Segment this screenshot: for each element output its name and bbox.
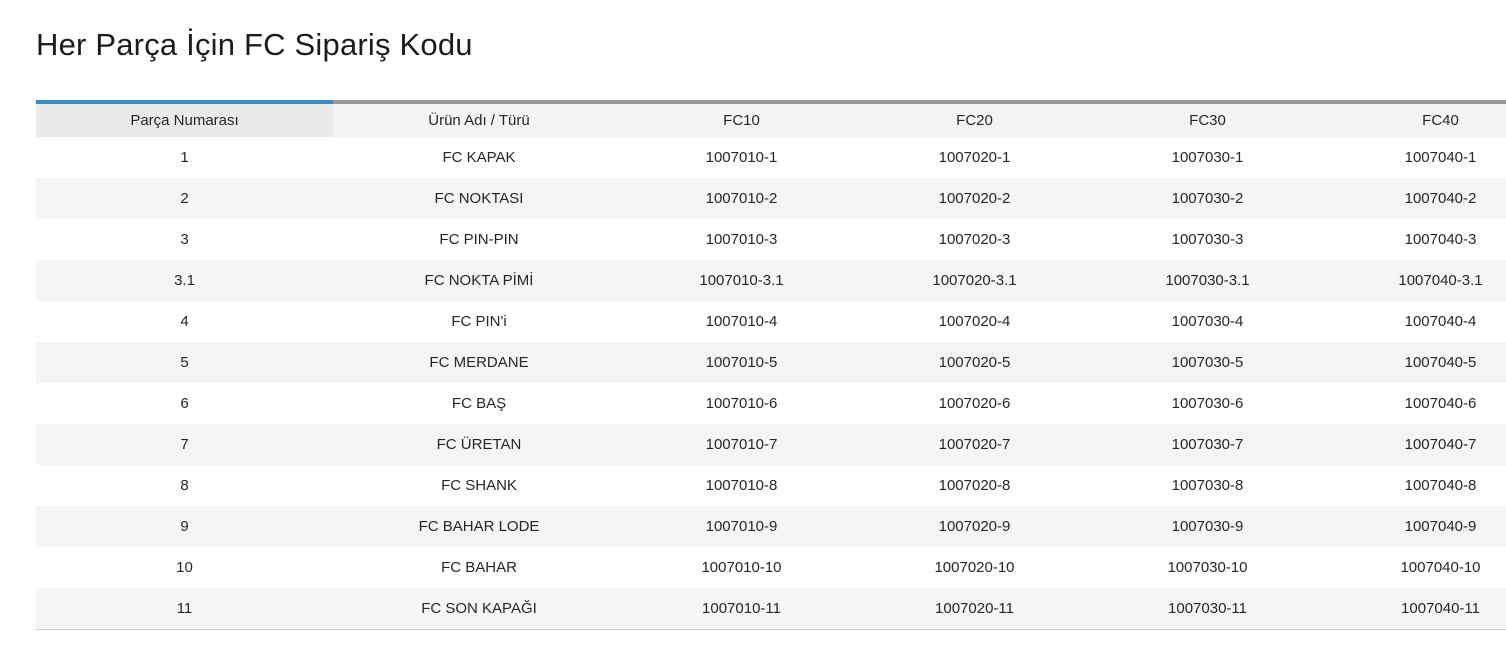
part-number-cell: 6 [180, 395, 189, 412]
fc10-code-cell: 1007010-5 [705, 354, 778, 371]
fc30-code-cell: 1007030-2 [1171, 190, 1244, 207]
table-head: Parça Numarası Ürün Adı / Türü FC10 FC20 FC3… [36, 100, 1506, 137]
part-number-cell: 2 [180, 190, 189, 207]
fc20-code-cell: 1007020-10 [934, 559, 1015, 576]
part-number-cell: 9 [180, 518, 189, 535]
order-code-table: Parça Numarası Ürün Adı / Türü FC10 FC20 FC3… [36, 100, 1506, 630]
fc40-code-cell: 1007040-1 [1404, 149, 1477, 166]
column-header-parca-numarasi[interactable]: Parça Numarası [36, 100, 333, 137]
page-title: Her Parça İçin FC Sipariş Kodu [36, 27, 473, 62]
fc20-code-cell: 1007020-4 [938, 313, 1011, 330]
fc10-code-cell: 1007010-4 [705, 313, 778, 330]
fc40-code-cell: 1007040-6 [1404, 395, 1477, 412]
part-number-cell: 7 [180, 436, 189, 453]
part-number-cell: 10 [176, 559, 193, 576]
fc10-code-cell: 1007010-6 [705, 395, 778, 412]
fc30-code-cell: 1007030-6 [1171, 395, 1244, 412]
fc20-code-cell: 1007020-3.1 [932, 272, 1017, 289]
table-row: 1 FC KAPAK 1007010-1 1007020-1 1007030-1 1007… [36, 137, 1506, 178]
product-name-cell: FC SHANK [441, 477, 517, 494]
part-number-cell: 3 [180, 231, 189, 248]
part-number-cell: 11 [176, 600, 193, 617]
table-header-row: Parça Numarası Ürün Adı / Türü FC10 FC20 FC3… [36, 100, 1506, 137]
page: Her Parça İçin FC Sipariş Kodu Parça Num… [36, 27, 1506, 630]
fc20-code-cell: 1007020-8 [938, 477, 1011, 494]
fc40-code-cell: 1007040-5 [1404, 354, 1477, 371]
product-name-cell: FC PIN-PIN [439, 231, 519, 248]
table-row: 11 FC SON KAPAĞI 1007010-11 1007020-11 10070… [36, 588, 1506, 630]
fc20-code-cell: 1007020-7 [938, 436, 1011, 453]
fc30-code-cell: 1007030-3.1 [1165, 272, 1250, 289]
product-name-cell: FC MERDANE [429, 354, 529, 371]
fc20-code-cell: 1007020-5 [938, 354, 1011, 371]
column-header-fc30[interactable]: FC30 [1091, 100, 1324, 137]
fc30-code-cell: 1007030-3 [1171, 231, 1244, 248]
part-number-cell: 5 [180, 354, 189, 371]
fc30-code-cell: 1007030-8 [1171, 477, 1244, 494]
fc10-code-cell: 1007010-9 [705, 518, 778, 535]
fc40-code-cell: 1007040-3.1 [1398, 272, 1483, 289]
column-header-urun-adi-turu[interactable]: Ürün Adı / Türü [333, 100, 625, 137]
product-name-cell: FC BAHAR LODE [418, 518, 540, 535]
product-name-cell: FC ÜRETAN [436, 436, 522, 453]
fc40-code-cell: 1007040-11 [1401, 600, 1480, 617]
column-header-fc40[interactable]: FC40 [1324, 100, 1506, 137]
fc20-code-cell: 1007020-11 [935, 600, 1014, 617]
part-number-cell: 1 [180, 149, 189, 166]
column-header-fc10[interactable]: FC10 [625, 100, 858, 137]
table-row: 4 FC PIN'i 1007010-4 1007020-4 1007030-4 1007… [36, 301, 1506, 342]
fc10-code-cell: 1007010-7 [705, 436, 778, 453]
part-number-cell: 3.1 [174, 272, 195, 289]
table-row: 5 FC MERDANE 1007010-5 1007020-5 1007030-5 10… [36, 342, 1506, 383]
fc20-code-cell: 1007020-3 [938, 231, 1011, 248]
product-name-cell: FC BAHAR [441, 559, 517, 576]
fc10-code-cell: 1007010-3.1 [699, 272, 784, 289]
fc30-code-cell: 1007030-7 [1171, 436, 1244, 453]
column-header-fc20[interactable]: FC20 [858, 100, 1091, 137]
table-row: 8 FC SHANK 1007010-8 1007020-8 1007030-8 1007… [36, 465, 1506, 506]
fc40-code-cell: 1007040-2 [1404, 190, 1477, 207]
fc40-code-cell: 1007040-9 [1404, 518, 1477, 535]
fc40-code-cell: 1007040-7 [1404, 436, 1477, 453]
fc20-code-cell: 1007020-6 [938, 395, 1011, 412]
product-name-cell: FC PIN'i [451, 313, 507, 330]
fc10-code-cell: 1007010-1 [705, 149, 778, 166]
product-name-cell: FC BAŞ [451, 395, 507, 412]
fc40-code-cell: 1007040-4 [1404, 313, 1477, 330]
fc10-code-cell: 1007010-3 [705, 231, 778, 248]
fc30-code-cell: 1007030-11 [1168, 600, 1247, 617]
table-row: 10 FC BAHAR 1007010-10 1007020-10 1007030-10… [36, 547, 1506, 588]
part-number-cell: 8 [180, 477, 189, 494]
fc10-code-cell: 1007010-11 [702, 600, 781, 617]
fc20-code-cell: 1007020-2 [938, 190, 1011, 207]
fc40-code-cell: 1007040-3 [1404, 231, 1477, 248]
product-name-cell: FC KAPAK [442, 149, 516, 166]
part-number-cell: 4 [180, 313, 189, 330]
table-body: 1 FC KAPAK 1007010-1 1007020-1 1007030-1 1007… [36, 137, 1506, 630]
fc10-code-cell: 1007010-10 [701, 559, 782, 576]
table-row: 2 FC NOKTASI 1007010-2 1007020-2 1007030-2 10… [36, 178, 1506, 219]
fc20-code-cell: 1007020-1 [938, 149, 1011, 166]
fc40-code-cell: 1007040-8 [1404, 477, 1477, 494]
fc30-code-cell: 1007030-1 [1171, 149, 1244, 166]
fc20-code-cell: 1007020-9 [938, 518, 1011, 535]
fc30-code-cell: 1007030-4 [1171, 313, 1244, 330]
fc30-code-cell: 1007030-5 [1171, 354, 1244, 371]
fc10-code-cell: 1007010-8 [705, 477, 778, 494]
table-row: 7 FC ÜRETAN 1007010-7 1007020-7 1007030-7 100… [36, 424, 1506, 465]
fc10-code-cell: 1007010-2 [705, 190, 778, 207]
table-row: 6 FC BAŞ 1007010-6 1007020-6 1007030-6 100704… [36, 383, 1506, 424]
table-row: 9 FC BAHAR LODE 1007010-9 1007020-9 1007030-… [36, 506, 1506, 547]
fc30-code-cell: 1007030-10 [1167, 559, 1248, 576]
table-row: 3.1 FC NOKTA PİMİ 1007010-3.1 1007020-3.1 10… [36, 260, 1506, 301]
product-name-cell: FC SON KAPAĞI [421, 600, 537, 617]
product-name-cell: FC NOKTA PİMİ [424, 272, 534, 289]
table-row: 3 FC PIN-PIN 1007010-3 1007020-3 1007030-3 10… [36, 219, 1506, 260]
product-name-cell: FC NOKTASI [434, 190, 524, 207]
fc30-code-cell: 1007030-9 [1171, 518, 1244, 535]
fc40-code-cell: 1007040-10 [1400, 559, 1481, 576]
